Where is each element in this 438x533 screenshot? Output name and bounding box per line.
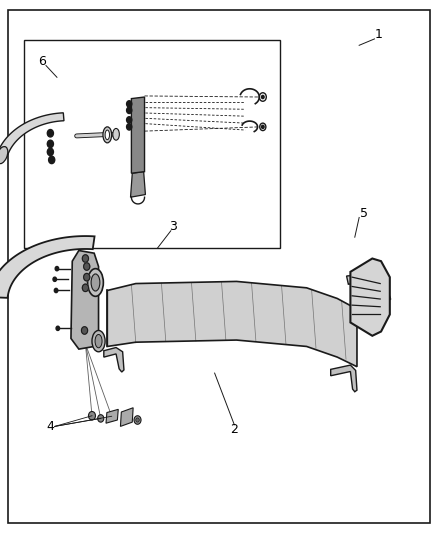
Bar [24,40,280,248]
Text: 1: 1 [375,28,383,41]
Ellipse shape [105,130,110,140]
Circle shape [82,284,88,292]
Polygon shape [120,408,133,426]
Circle shape [47,148,53,156]
Circle shape [47,130,53,137]
Circle shape [261,125,264,128]
Ellipse shape [95,335,102,348]
Circle shape [127,101,132,107]
Circle shape [136,418,139,422]
Circle shape [261,95,264,99]
Polygon shape [0,236,95,298]
Polygon shape [0,113,64,156]
Circle shape [127,117,132,123]
Polygon shape [107,281,357,367]
Circle shape [82,255,88,262]
Polygon shape [131,97,145,173]
Ellipse shape [113,128,119,140]
Text: 2: 2 [230,423,238,435]
Circle shape [134,416,141,424]
Circle shape [84,273,90,281]
Circle shape [98,415,104,422]
Polygon shape [131,172,145,197]
Ellipse shape [88,269,103,296]
Text: 5: 5 [360,207,367,220]
Polygon shape [331,365,357,392]
Circle shape [47,140,53,148]
Circle shape [55,266,59,271]
Circle shape [49,156,55,164]
Circle shape [54,288,58,293]
Polygon shape [71,251,99,349]
Circle shape [81,327,88,334]
Circle shape [88,411,95,420]
Ellipse shape [0,147,8,164]
Polygon shape [104,348,124,372]
Circle shape [127,124,132,130]
Circle shape [127,107,132,114]
Circle shape [84,263,90,270]
Ellipse shape [91,274,100,291]
Polygon shape [350,259,390,336]
Polygon shape [346,276,391,301]
Circle shape [53,277,57,281]
Circle shape [56,326,60,330]
Ellipse shape [92,330,105,352]
Ellipse shape [103,127,112,143]
Text: 4: 4 [46,420,54,433]
Text: 3: 3 [169,220,177,233]
Text: 6: 6 [38,55,46,68]
Polygon shape [106,409,118,423]
